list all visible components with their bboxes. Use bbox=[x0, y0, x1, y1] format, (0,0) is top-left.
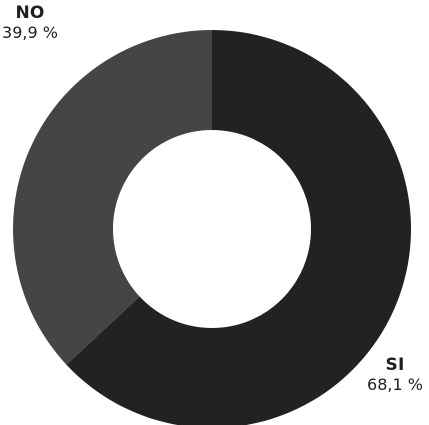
slice-label-no-value: 39,9 % bbox=[2, 22, 58, 42]
donut-hole bbox=[113, 130, 311, 328]
slice-label-si: SI 68,1 % bbox=[360, 355, 429, 394]
slice-label-si-name: SI bbox=[385, 355, 405, 375]
slice-label-si-value: 68,1 % bbox=[367, 374, 423, 394]
slice-label-no: NO 39,9 % bbox=[0, 3, 60, 42]
pie-slice-no bbox=[13, 30, 212, 365]
slice-label-no-name: NO bbox=[15, 3, 45, 23]
